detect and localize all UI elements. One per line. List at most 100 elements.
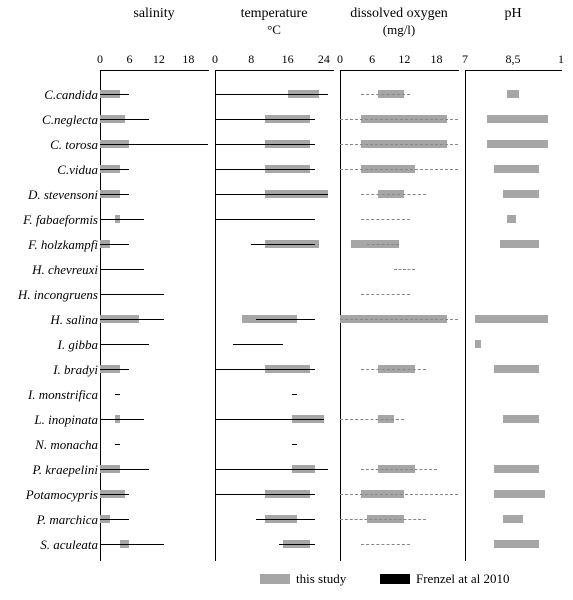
range-dashed-line [361, 94, 409, 95]
frenzel-line [100, 419, 144, 420]
frenzel-line [100, 344, 149, 345]
legend-label: this study [296, 571, 346, 587]
axis-tick-label: 8,5 [506, 52, 521, 67]
panel-subtitle: °C [215, 22, 333, 38]
panel-title: pH [465, 6, 561, 22]
legend-swatch-study [260, 574, 290, 584]
frenzel-line [115, 394, 120, 395]
axis-tick-label: 18 [431, 52, 443, 67]
range-dashed-line [340, 419, 404, 420]
frenzel-line [215, 369, 315, 370]
frenzel-line [279, 544, 315, 545]
axis-tick-label: 1 [558, 52, 564, 67]
frenzel-line [100, 269, 144, 270]
species-label: I. bradyi [10, 362, 98, 378]
study-bar [507, 90, 520, 98]
axis-tick-label: 6 [369, 52, 375, 67]
range-dashed-line [361, 369, 425, 370]
study-bar [500, 240, 538, 248]
species-label: F. fabaeformis [10, 212, 98, 228]
range-dashed-line [367, 244, 399, 245]
study-bar [475, 315, 549, 323]
frenzel-line [215, 219, 315, 220]
frenzel-line [256, 319, 315, 320]
axis-tick-label: 0 [97, 52, 103, 67]
frenzel-line [256, 519, 315, 520]
axis-tick-label: 18 [182, 52, 194, 67]
frenzel-line [100, 169, 129, 170]
frenzel-line [215, 169, 315, 170]
axis-tick-label: 0 [337, 52, 343, 67]
legend-label: Frenzel at al 2010 [416, 571, 510, 587]
frenzel-line [100, 194, 129, 195]
frenzel-line [215, 494, 315, 495]
frenzel-line [100, 544, 164, 545]
species-label: C.neglecta [10, 112, 98, 128]
range-dashed-line [340, 119, 458, 120]
species-label: C.vidua [10, 162, 98, 178]
legend-frenzel: Frenzel at al 2010 [380, 571, 510, 587]
range-dashed-line [361, 194, 425, 195]
study-bar [503, 190, 538, 198]
panel-title: dissolved oxygen [340, 6, 458, 22]
range-dashed-line [361, 469, 436, 470]
study-bar [494, 490, 545, 498]
axis-tick-label: 8 [248, 52, 254, 67]
species-label: Potamocypris [10, 487, 98, 503]
axis-tick-label: 6 [126, 52, 132, 67]
frenzel-line [115, 444, 120, 445]
study-bar [494, 365, 539, 373]
frenzel-line [100, 219, 144, 220]
frenzel-line [292, 394, 297, 395]
frenzel-line [233, 344, 283, 345]
panel-subtitle: (mg/l) [340, 22, 458, 38]
range-dashed-line [340, 144, 458, 145]
frenzel-line [100, 319, 164, 320]
species-label: I. monstrifica [10, 387, 98, 403]
study-bar [494, 165, 539, 173]
range-dashed-line [394, 269, 415, 270]
species-label: N. monacha [10, 437, 98, 453]
axis-tick-label: 12 [153, 52, 165, 67]
species-label: I. gibba [10, 337, 98, 353]
study-bar [487, 115, 548, 123]
frenzel-line [215, 469, 328, 470]
frenzel-line [100, 94, 129, 95]
axis-tick-label: 12 [398, 52, 410, 67]
species-label: H. salina [10, 312, 98, 328]
frenzel-line [292, 444, 297, 445]
axis-tick-label: 0 [212, 52, 218, 67]
study-bar [494, 540, 539, 548]
range-dashed-line [361, 544, 409, 545]
axis-tick-label: 7 [462, 52, 468, 67]
axis-tick-label: 16 [282, 52, 294, 67]
species-label: H. chevreuxi [10, 262, 98, 278]
frenzel-line [100, 519, 129, 520]
frenzel-line [100, 244, 129, 245]
frenzel-line [100, 469, 149, 470]
range-dashed-line [361, 219, 409, 220]
frenzel-line [215, 419, 324, 420]
frenzel-line [215, 194, 328, 195]
study-bar [503, 515, 522, 523]
legend-swatch-frenzel [380, 574, 410, 584]
study-bar [494, 465, 539, 473]
range-dashed-line [340, 319, 458, 320]
range-dashed-line [340, 519, 426, 520]
species-label: S. aculeata [10, 537, 98, 553]
range-dashed-line [340, 169, 458, 170]
frenzel-line [100, 369, 129, 370]
range-dashed-line [361, 294, 409, 295]
species-label: P. marchica [10, 512, 98, 528]
frenzel-line [215, 94, 328, 95]
species-label: C.candida [10, 87, 98, 103]
species-label: L. inopinata [10, 412, 98, 428]
species-label: H. incongruens [10, 287, 98, 303]
species-label: D. stevensoni [10, 187, 98, 203]
species-label: P. kraepelini [10, 462, 98, 478]
frenzel-line [215, 144, 315, 145]
axis-tick-label: 24 [318, 52, 330, 67]
panel-title: temperature [215, 6, 333, 22]
species-label: C. torosa [10, 137, 98, 153]
study-bar [503, 415, 538, 423]
